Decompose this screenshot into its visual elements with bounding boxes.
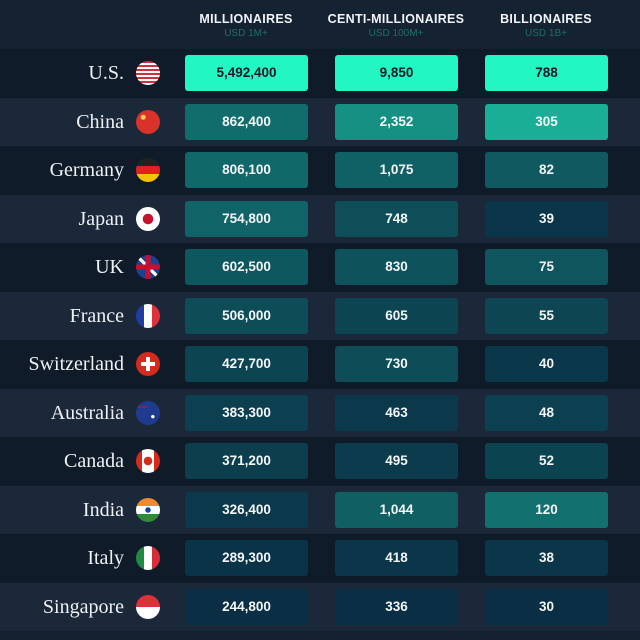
value-cell: 427,700 — [185, 346, 308, 382]
table-row: Germany 806,100 1,075 82 — [0, 146, 640, 195]
value-cell: 506,000 — [185, 297, 308, 334]
value-cell: 305 — [485, 103, 608, 140]
table-row: China 862,400 2,352 305 — [0, 97, 640, 146]
value-cell: 862,400 — [185, 103, 308, 140]
value-cell: 754,800 — [185, 200, 308, 237]
value-cell: 244,800 — [185, 588, 308, 625]
table-row: Switzerland 427,700 730 40 — [0, 340, 640, 389]
us-flag-icon — [136, 61, 160, 85]
table-header: MILLIONAIRES USD 1M+ CENTI-MILLIONAIRES … — [0, 0, 640, 50]
singapore-flag-icon — [136, 594, 160, 619]
italy-flag-icon — [136, 546, 160, 570]
value-cell: 39 — [485, 200, 608, 237]
table-row: India 326,400 1,044 120 — [0, 485, 640, 534]
country-name: India — [82, 498, 124, 521]
switzerland-flag-icon — [136, 352, 160, 376]
uk-flag-icon — [136, 255, 160, 279]
value-cell: 1,044 — [335, 491, 458, 528]
country-name: U.S. — [88, 62, 124, 84]
table-row: U.S. 5,492,400 9,850 788 — [0, 49, 640, 98]
table-row: France 506,000 605 55 — [0, 291, 640, 340]
value-cell: 371,200 — [185, 443, 308, 479]
value-cell: 120 — [485, 491, 608, 528]
value-cell: 55 — [485, 297, 608, 334]
column-header-billionaires: BILLIONAIRES USD 1B+ — [466, 12, 626, 39]
table-row: Canada 371,200 495 52 — [0, 437, 640, 486]
column-title: MILLIONAIRES — [199, 12, 293, 26]
table-row: Singapore 244,800 336 30 — [0, 582, 640, 631]
value-cell: 75 — [485, 249, 608, 285]
value-cell: 463 — [335, 394, 458, 431]
table-row: Japan 754,800 748 39 — [0, 194, 640, 243]
value-cell: 40 — [485, 346, 608, 382]
value-cell: 730 — [335, 346, 458, 382]
germany-flag-icon — [136, 158, 160, 182]
value-cell: 2,352 — [335, 103, 458, 140]
column-title: CENTI-MILLIONAIRES — [327, 12, 465, 26]
value-cell: 336 — [335, 588, 458, 625]
country-name: Canada — [64, 450, 124, 472]
value-cell: 30 — [485, 588, 608, 625]
value-cell: 5,492,400 — [185, 55, 308, 91]
country-name: UK — [95, 256, 124, 278]
value-cell: 289,300 — [185, 540, 308, 576]
column-subtitle: USD 1M+ — [224, 28, 268, 39]
column-header-centi-millionaires: CENTI-MILLIONAIRES USD 100M+ — [316, 12, 476, 39]
value-cell: 748 — [335, 200, 458, 237]
country-name: Singapore — [42, 595, 124, 618]
value-cell: 830 — [335, 249, 458, 285]
value-cell: 495 — [335, 443, 458, 479]
japan-flag-icon — [136, 206, 160, 231]
value-cell: 82 — [485, 152, 608, 188]
value-cell: 602,500 — [185, 249, 308, 285]
value-cell: 806,100 — [185, 152, 308, 188]
column-subtitle: USD 1B+ — [525, 28, 567, 39]
france-flag-icon — [136, 303, 160, 328]
country-name: Australia — [50, 401, 124, 424]
table-row: Italy 289,300 418 38 — [0, 534, 640, 583]
country-name: France — [69, 304, 124, 327]
table-row: UK 602,500 830 75 — [0, 243, 640, 292]
country-name: China — [76, 110, 124, 133]
value-cell: 418 — [335, 540, 458, 576]
country-name: Japan — [78, 207, 124, 230]
table-row: Australia 383,300 463 48 — [0, 388, 640, 437]
value-cell: 383,300 — [185, 394, 308, 431]
column-header-millionaires: MILLIONAIRES USD 1M+ — [166, 12, 326, 39]
canada-flag-icon — [136, 449, 160, 473]
column-title: BILLIONAIRES — [500, 12, 592, 26]
value-cell: 326,400 — [185, 491, 308, 528]
china-flag-icon — [136, 109, 160, 134]
value-cell: 52 — [485, 443, 608, 479]
value-cell: 788 — [485, 55, 608, 91]
column-subtitle: USD 100M+ — [368, 28, 424, 39]
value-cell: 1,075 — [335, 152, 458, 188]
country-name: Switzerland — [28, 353, 124, 375]
value-cell: 605 — [335, 297, 458, 334]
value-cell: 48 — [485, 394, 608, 431]
india-flag-icon — [136, 497, 160, 522]
value-cell: 9,850 — [335, 55, 458, 91]
country-name: Italy — [87, 547, 124, 569]
australia-flag-icon — [136, 400, 160, 425]
country-name: Germany — [49, 159, 124, 181]
value-cell: 38 — [485, 540, 608, 576]
